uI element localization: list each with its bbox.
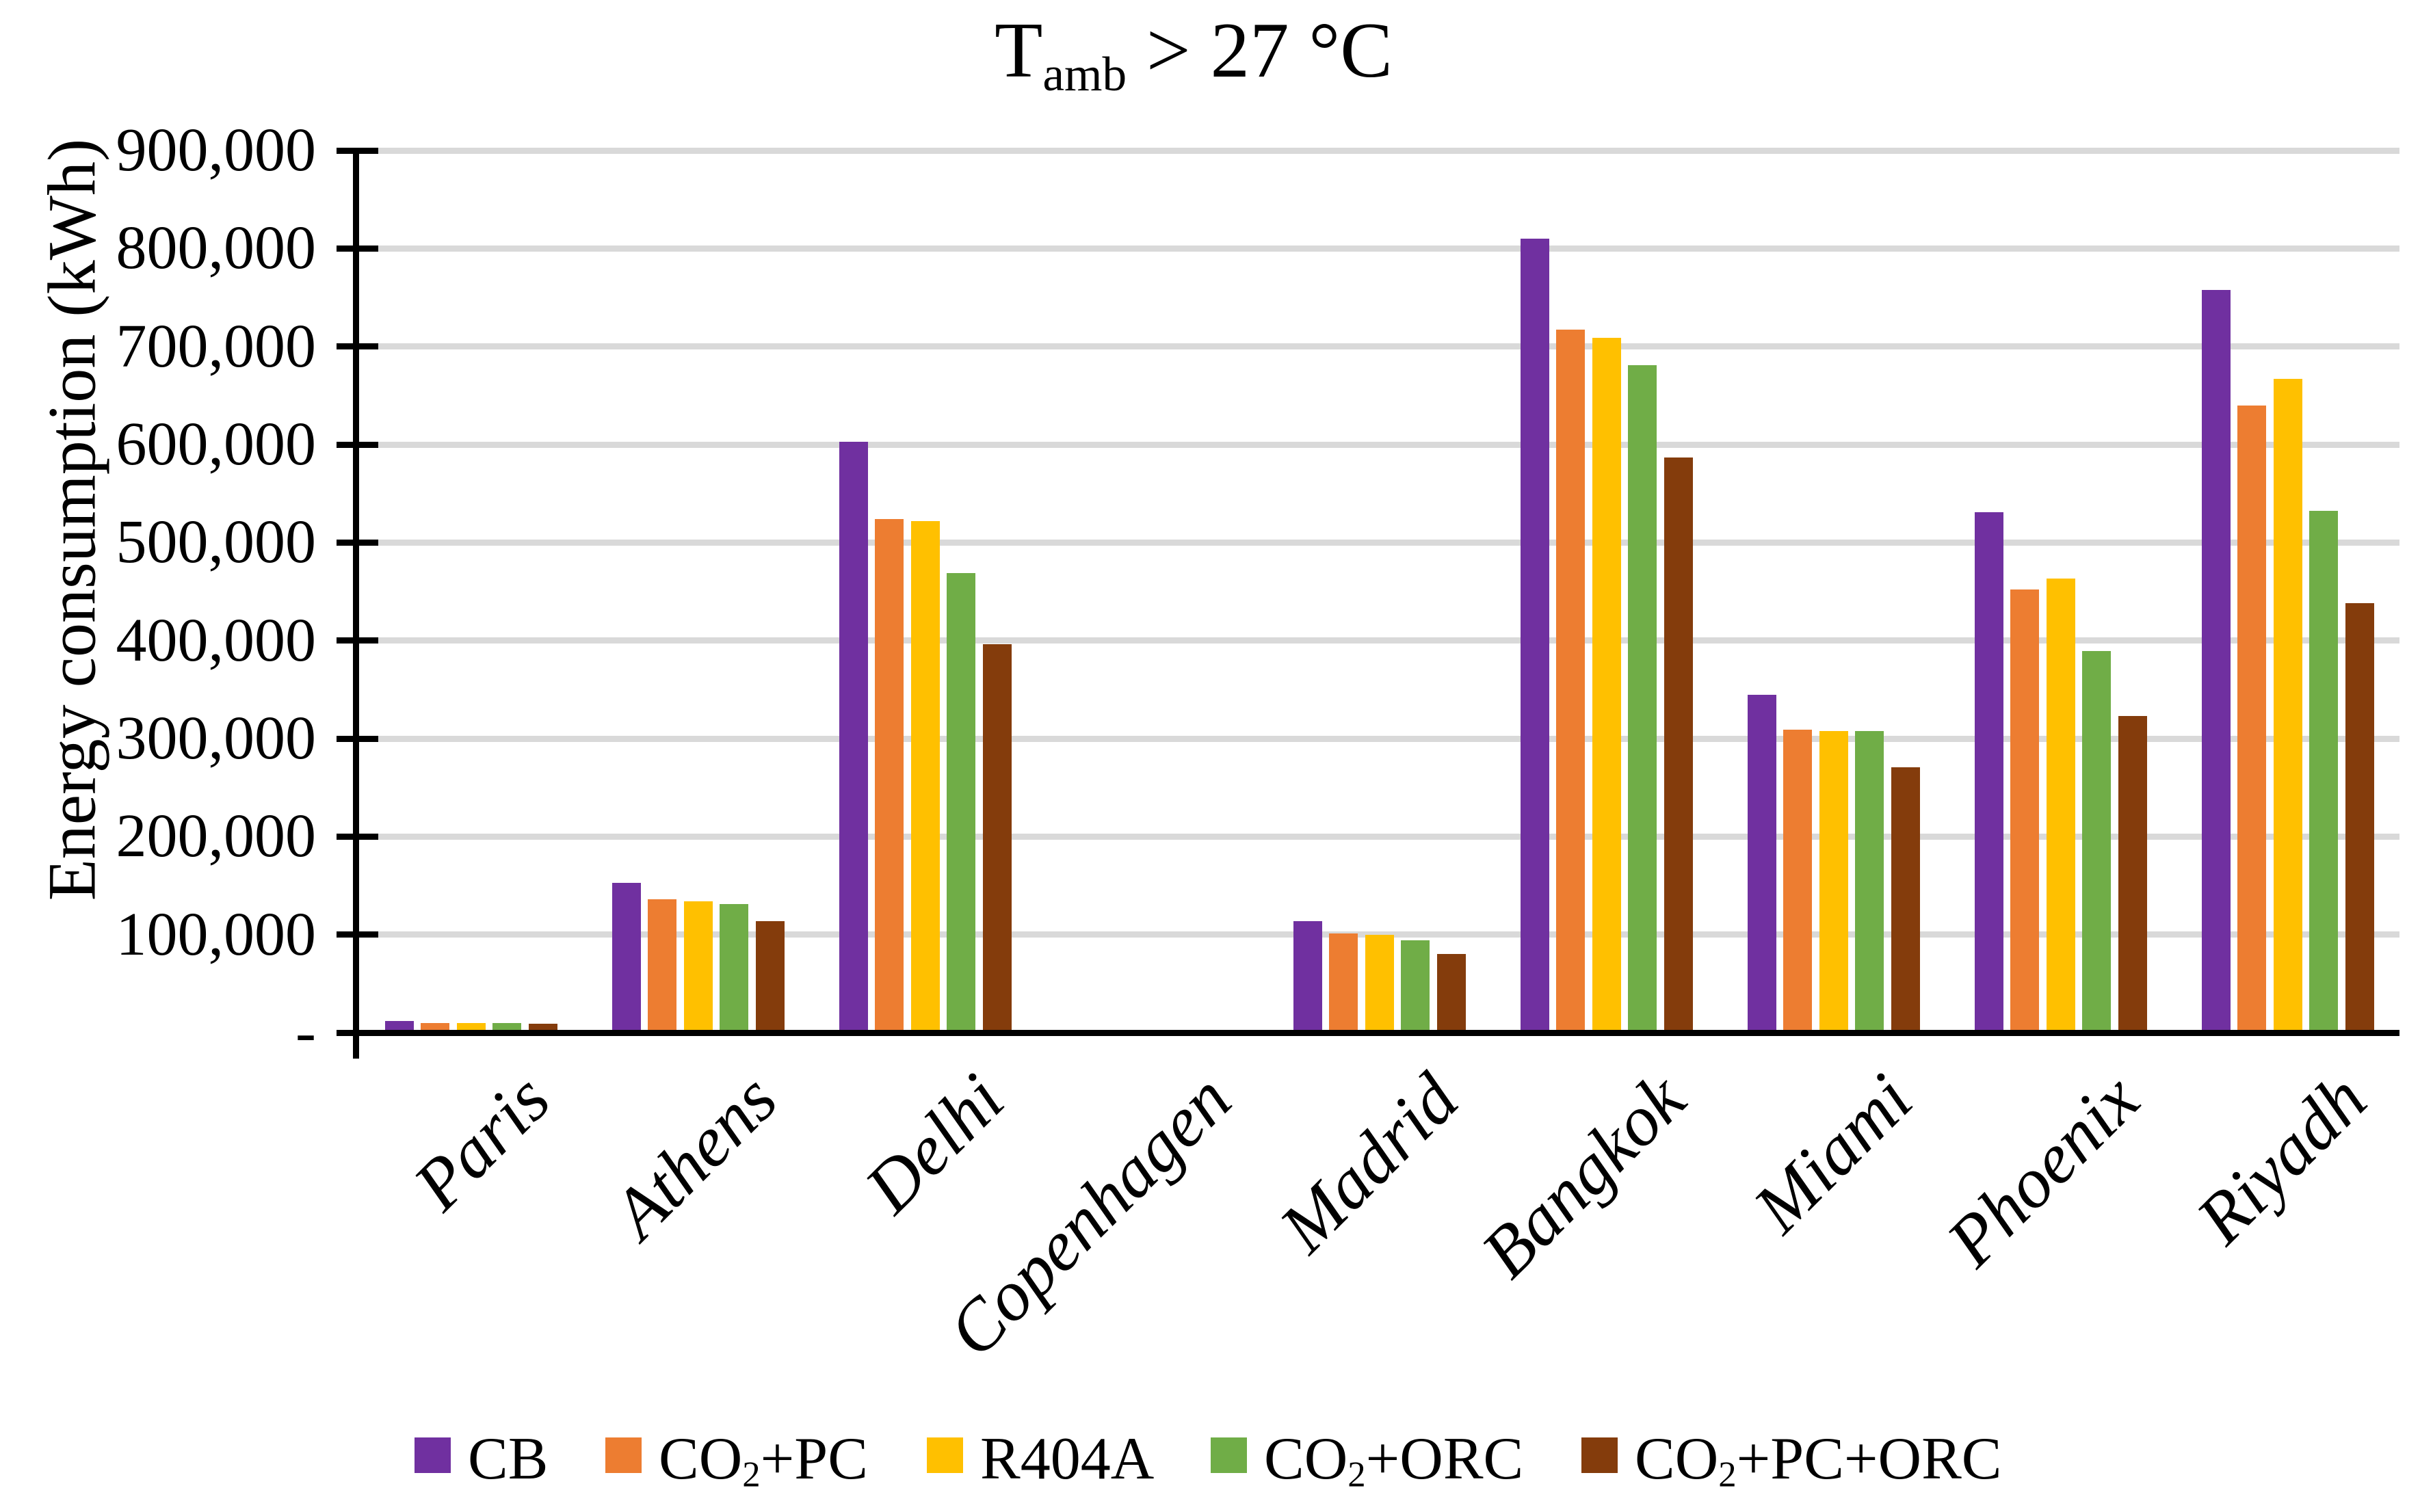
bar-CO2+ORC-Miami (1855, 731, 1884, 1033)
legend-label-CO2+PC: CO2+PC (659, 1426, 868, 1494)
legend-label-CO2+ORC: CO2+ORC (1264, 1426, 1524, 1494)
legend-text: +PC+ORC (1736, 1426, 2002, 1492)
y-axis-tick-label: - (295, 998, 316, 1066)
bar-CO2+PC+ORC-Delhi (983, 644, 1012, 1033)
bar-CO2+PC+ORC-Riyadh (2345, 603, 2374, 1033)
bar-CO2+ORC-Bangkok (1628, 365, 1657, 1033)
legend-text: CB (468, 1426, 549, 1492)
legend-swatch-R404A (927, 1437, 963, 1473)
bar-R404A-Bangkok (1592, 338, 1621, 1033)
bar-CO2+ORC-Madrid (1401, 940, 1430, 1033)
bar-CO2+PC+ORC-Athens (756, 921, 785, 1033)
title-subscript: amb (1042, 47, 1127, 101)
gridline-200000 (356, 834, 2399, 840)
legend-text-subscript: 2 (742, 1455, 761, 1495)
bar-CO2+PC-Bangkok (1556, 330, 1585, 1033)
bar-CB-Phoenix (1975, 512, 2003, 1033)
bar-R404A-Phoenix (2047, 579, 2075, 1033)
bar-CO2+PC-Madrid (1329, 933, 1358, 1033)
bar-CO2+ORC-Phoenix (2082, 651, 2111, 1033)
y-axis-tick-label: 800,000 (116, 214, 317, 282)
gridline-500000 (356, 540, 2399, 546)
gridline-600000 (356, 442, 2399, 448)
legend-swatch-CO2+PC (605, 1437, 642, 1473)
gridline-100000 (356, 931, 2399, 938)
gridline-300000 (356, 736, 2399, 742)
y-axis-tick-label: 500,000 (116, 508, 317, 576)
chart-title: Tamb > 27 °C (995, 5, 1393, 98)
y-axis-tick-label: 700,000 (116, 313, 317, 380)
gridline-900000 (356, 148, 2399, 154)
bar-CB-Madrid (1293, 921, 1322, 1033)
bar-CO2+PC-Athens (648, 899, 676, 1033)
legend-text-subscript: 2 (1718, 1455, 1737, 1495)
legend-swatch-CO2+ORC (1211, 1437, 1247, 1473)
gridline-400000 (356, 637, 2399, 644)
bar-R404A-Athens (684, 901, 713, 1033)
legend-text: +PC (760, 1426, 868, 1492)
bar-CO2+PC-Riyadh (2237, 406, 2266, 1033)
bar-CO2+PC+ORC-Bangkok (1664, 457, 1693, 1033)
y-axis-tick-label: 600,000 (116, 410, 317, 478)
y-axis-line (353, 148, 359, 1059)
y-axis-tick-label: 900,000 (116, 116, 317, 184)
x-axis-line (337, 1030, 2399, 1036)
bar-CB-Delhi (839, 442, 868, 1033)
bar-R404A-Riyadh (2274, 379, 2302, 1033)
title-base: T (995, 7, 1043, 94)
bar-CO2+PC+ORC-Phoenix (2118, 716, 2147, 1033)
bar-CO2+PC-Phoenix (2010, 589, 2039, 1033)
bar-CO2+PC-Delhi (875, 519, 904, 1033)
bar-CB-Riyadh (2202, 290, 2231, 1033)
bar-CB-Paris (385, 1021, 414, 1033)
legend-text: +ORC (1365, 1426, 1524, 1492)
bar-CB-Bangkok (1521, 239, 1549, 1033)
y-axis-tick-label: 300,000 (116, 704, 317, 772)
bar-CO2+PC+ORC-Miami (1891, 767, 1920, 1033)
legend-text: CO (1635, 1426, 1719, 1492)
title-rest: > 27 °C (1127, 7, 1393, 94)
legend-text-subscript: 2 (1347, 1455, 1366, 1495)
legend-label-CB: CB (468, 1429, 548, 1489)
bar-CO2+ORC-Riyadh (2309, 511, 2338, 1033)
gridline-800000 (356, 246, 2399, 252)
y-axis-tick-label: 200,000 (116, 802, 317, 870)
gridline-700000 (356, 343, 2399, 349)
bar-CB-Miami (1748, 695, 1776, 1033)
legend-text: CO (1264, 1426, 1348, 1492)
bar-CO2+ORC-Delhi (947, 573, 975, 1033)
bar-R404A-Delhi (911, 521, 940, 1033)
bar-CO2+PC-Miami (1783, 730, 1812, 1033)
y-axis-tick-label: 400,000 (116, 607, 317, 674)
bar-CB-Athens (612, 883, 641, 1033)
y-axis-tick-label: 100,000 (116, 901, 317, 968)
bar-CO2+PC+ORC-Madrid (1437, 954, 1466, 1033)
bar-R404A-Miami (1819, 731, 1848, 1033)
bar-CO2+ORC-Athens (720, 904, 748, 1033)
bar-R404A-Madrid (1365, 935, 1394, 1033)
